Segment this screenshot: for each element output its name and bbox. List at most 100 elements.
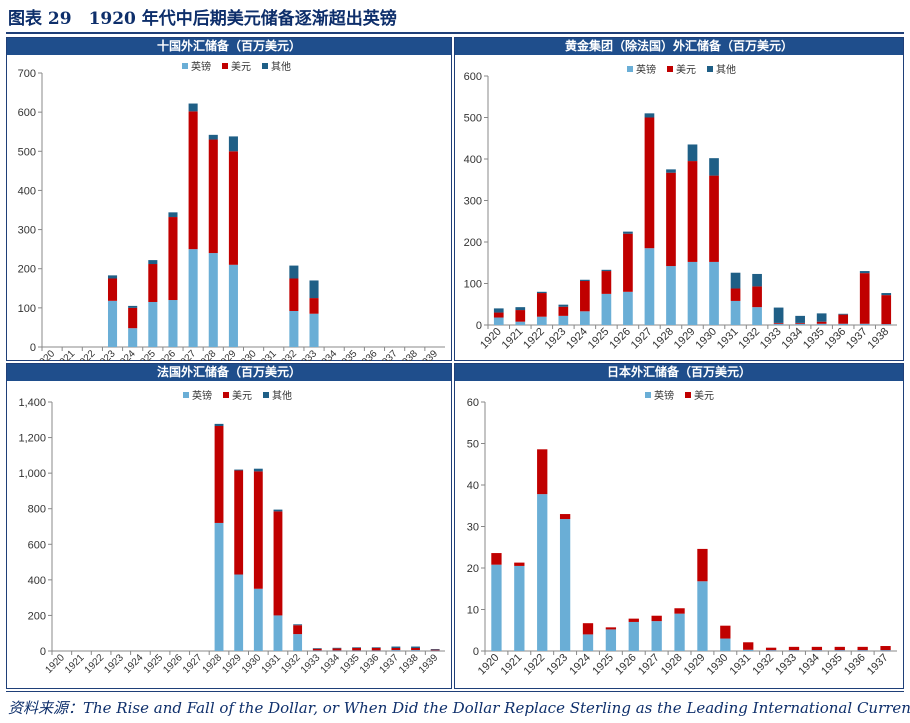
bar-sterling	[651, 621, 662, 651]
bar-other	[881, 293, 892, 296]
bar-sterling	[666, 266, 676, 325]
legend-label: 美元	[694, 389, 714, 402]
bar-other	[493, 308, 504, 313]
bar-sterling	[371, 650, 381, 652]
bar-dollar	[168, 217, 178, 301]
bar-sterling	[709, 261, 719, 325]
bar-dollar	[795, 322, 805, 324]
x-tick-label: 1938	[396, 348, 420, 361]
bar-other	[816, 313, 827, 322]
legend-label: 英镑	[192, 389, 212, 402]
x-tick-label: 1929	[682, 652, 708, 678]
bar-other	[430, 649, 440, 650]
y-tick-label: 400	[28, 575, 46, 587]
bar-dollar	[253, 471, 263, 589]
y-tick-label: 30	[467, 522, 479, 534]
bar-sterling	[293, 634, 303, 651]
x-tick-label: 1921	[54, 348, 78, 361]
x-tick-label: 1926	[613, 652, 639, 678]
bar-dollar	[834, 646, 845, 651]
bar-other	[838, 313, 849, 315]
x-tick-label: 1929	[672, 326, 698, 352]
x-tick-label: 1934	[319, 652, 343, 676]
y-tick-label: 600	[464, 71, 482, 83]
x-tick-label: 1923	[544, 652, 570, 678]
bar-other	[128, 305, 138, 308]
y-tick-label: 200	[464, 237, 482, 249]
y-tick-label: 100	[18, 303, 36, 315]
chart-panel-france: 法国外汇储备（百万美元） 0 200 400 600 800 1,000 1,200 1,40…	[6, 363, 452, 689]
y-tick-label: 60	[467, 397, 479, 409]
x-tick-label: 1932	[279, 652, 303, 676]
legend-swatch	[707, 66, 713, 72]
bar-sterling	[234, 574, 244, 651]
x-tick-label: 1929	[215, 348, 239, 361]
bar-sterling	[582, 634, 594, 651]
x-tick-label: 1931	[260, 652, 284, 676]
x-tick-label: 1935	[336, 348, 360, 361]
bar-dollar	[644, 117, 655, 249]
y-tick-label: 600	[28, 539, 46, 551]
y-tick-label: 500	[18, 146, 36, 158]
bar-dollar	[537, 449, 548, 495]
bar-other	[687, 144, 698, 162]
bar-dollar	[391, 647, 401, 651]
bar-dollar	[765, 647, 777, 651]
x-tick-label: 1927	[181, 652, 205, 676]
bar-sterling	[834, 650, 845, 651]
bar-other	[168, 212, 178, 218]
bar-other	[666, 169, 676, 173]
bar-dollar	[651, 615, 662, 622]
bar-sterling	[881, 324, 892, 325]
bar-sterling	[491, 564, 502, 651]
legend-swatch	[667, 66, 673, 72]
bar-other	[309, 280, 319, 299]
y-tick-label: 800	[28, 504, 46, 516]
x-tick-label: 1928	[195, 348, 219, 361]
bar-sterling	[228, 264, 238, 347]
x-tick-label: 1923	[94, 348, 118, 361]
bar-sterling	[273, 615, 283, 651]
bar-dollar	[493, 312, 504, 318]
x-tick-label: 1936	[358, 652, 382, 676]
x-tick-label: 1933	[296, 348, 320, 361]
bar-sterling	[674, 613, 685, 651]
bar-dollar	[289, 278, 299, 311]
bar-other	[148, 260, 158, 265]
bar-sterling	[168, 300, 178, 347]
bar-other	[773, 307, 784, 323]
bar-other	[332, 647, 342, 649]
y-tick-label: 50	[467, 439, 479, 451]
bar-sterling	[838, 323, 849, 325]
chart-gold-bloc: 0100200300400500600192019211922192319241…	[464, 63, 897, 352]
bar-sterling	[493, 317, 504, 325]
x-tick-label: 1921	[499, 652, 525, 678]
bar-dollar	[687, 161, 698, 262]
bar-dollar	[580, 281, 590, 312]
footer-rule	[6, 691, 904, 692]
bar-other	[228, 136, 238, 152]
bar-other	[214, 423, 224, 427]
bar-sterling	[765, 650, 777, 651]
bar-other	[391, 646, 401, 648]
bar-sterling	[107, 300, 118, 347]
bar-dollar	[273, 511, 283, 616]
bar-dollar	[743, 642, 754, 650]
legend-swatch	[263, 392, 269, 398]
bar-other	[293, 624, 303, 626]
x-tick-label: 1930	[235, 348, 259, 361]
y-tick-label: 20	[467, 563, 479, 575]
x-tick-label: 1924	[114, 348, 138, 361]
x-tick-label: 1921	[500, 326, 526, 352]
bar-sterling	[730, 300, 741, 325]
y-tick-label: 10	[467, 605, 479, 617]
bar-dollar	[559, 514, 571, 520]
bar-other	[752, 273, 762, 287]
bar-other	[730, 272, 741, 289]
bar-sterling	[536, 316, 547, 325]
bar-other	[795, 315, 805, 323]
legend-swatch	[685, 392, 691, 398]
bar-dollar	[148, 264, 158, 302]
x-tick-label: 1938	[866, 326, 892, 352]
panel-title: 法国外汇储备（百万美元）	[7, 364, 451, 381]
